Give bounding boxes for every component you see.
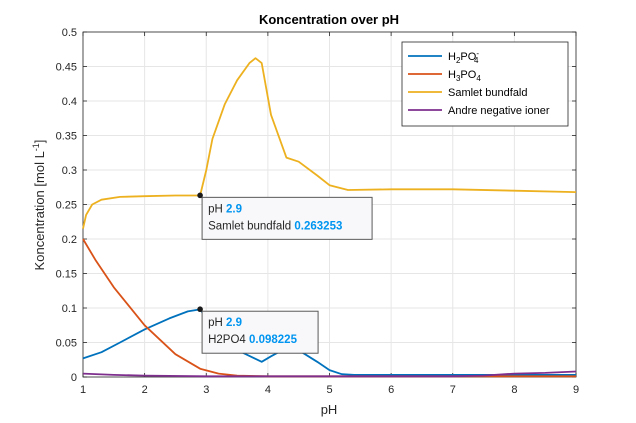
y-tick-label: 0.3: [62, 165, 77, 177]
y-tick-label: 0.2: [62, 234, 77, 246]
x-tick-label: 6: [388, 384, 394, 396]
y-tick-label: 0.1: [62, 303, 77, 315]
x-tick-label: 3: [203, 384, 209, 396]
datatip-line1: pH 2.9: [208, 203, 242, 215]
y-tick-label: 0.25: [56, 200, 77, 212]
legend-label: H2PO-4: [448, 49, 479, 65]
series-line-0: [82, 308, 576, 376]
x-tick-label: 2: [142, 384, 148, 396]
x-tick-label: 7: [450, 384, 456, 396]
legend-label: Andre negative ioner: [448, 105, 550, 117]
y-tick-label: 0.35: [56, 131, 77, 143]
datatip-line1: pH 2.9: [208, 317, 242, 329]
x-tick-label: 1: [80, 384, 86, 396]
y-tick-label: 0.15: [56, 269, 77, 281]
x-axis-title: pH: [321, 402, 338, 417]
y-axis-title-tail: ]: [32, 140, 47, 144]
datatip-line2: H2PO4 0.098225: [208, 334, 297, 346]
y-axis-title-main: Koncentration [mol L: [32, 151, 47, 270]
x-tick-label: 8: [511, 384, 517, 396]
y-axis-title: Koncentration [mol L-1]: [31, 140, 47, 271]
datatip-marker: [197, 306, 203, 313]
x-tick-label: 5: [326, 384, 332, 396]
datatips: pH 2.9 Samlet bundfald 0.263253 pH 2.9 H2PO…: [197, 192, 373, 354]
datatip-marker: [197, 192, 203, 199]
datatip-box: [201, 310, 319, 354]
axis-ticks: 1 2 3 4 5 6 7 8 9 0 0.05 0.1 0.15 0.2 0.25 0.3 0.35 0.4 0.…: [56, 27, 579, 396]
y-tick-label: 0.4: [62, 96, 77, 108]
y-tick-label: 0.5: [62, 27, 77, 39]
datatip-box: [201, 196, 373, 240]
x-tick-label: 4: [265, 384, 271, 396]
series-line-2: [82, 57, 577, 229]
legend-label: Samlet bundfald: [448, 87, 528, 99]
x-tick-label: 9: [573, 384, 579, 396]
datatip-line2: Samlet bundfald 0.263253: [208, 220, 342, 232]
legend-label: H3PO4: [448, 69, 481, 83]
y-tick-label: 0.05: [56, 338, 77, 350]
y-axis-title-sup: -1: [31, 143, 41, 151]
y-tick-label: 0.45: [56, 62, 77, 74]
y-tick-label: 0: [71, 372, 77, 384]
legend: H2PO-4 H3PO4 Samlet bundfald Andre negative…: [401, 41, 569, 127]
chart-title: Koncentration over pH: [259, 12, 399, 27]
series-lines: [82, 57, 577, 378]
series-line-3: [82, 370, 577, 378]
